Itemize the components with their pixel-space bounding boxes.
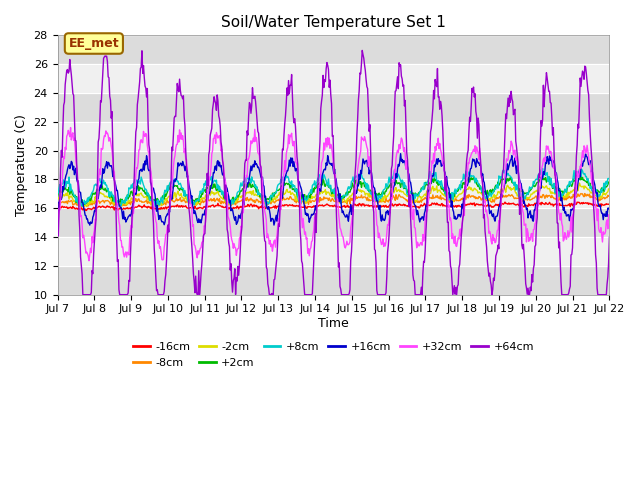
X-axis label: Time: Time xyxy=(318,317,349,330)
Title: Soil/Water Temperature Set 1: Soil/Water Temperature Set 1 xyxy=(221,15,446,30)
Bar xyxy=(58,93,609,122)
Bar xyxy=(58,180,609,208)
Bar xyxy=(58,122,609,151)
Legend: -16cm, -8cm, -2cm, +2cm, +8cm, +16cm, +32cm, +64cm: -16cm, -8cm, -2cm, +2cm, +8cm, +16cm, +3… xyxy=(129,337,538,372)
Bar xyxy=(58,208,609,237)
Bar xyxy=(58,36,609,64)
Bar xyxy=(58,7,609,36)
Text: EE_met: EE_met xyxy=(68,37,119,50)
Y-axis label: Temperature (C): Temperature (C) xyxy=(15,114,28,216)
Bar xyxy=(58,266,609,295)
Bar xyxy=(58,64,609,93)
Bar xyxy=(58,151,609,180)
Bar xyxy=(58,237,609,266)
